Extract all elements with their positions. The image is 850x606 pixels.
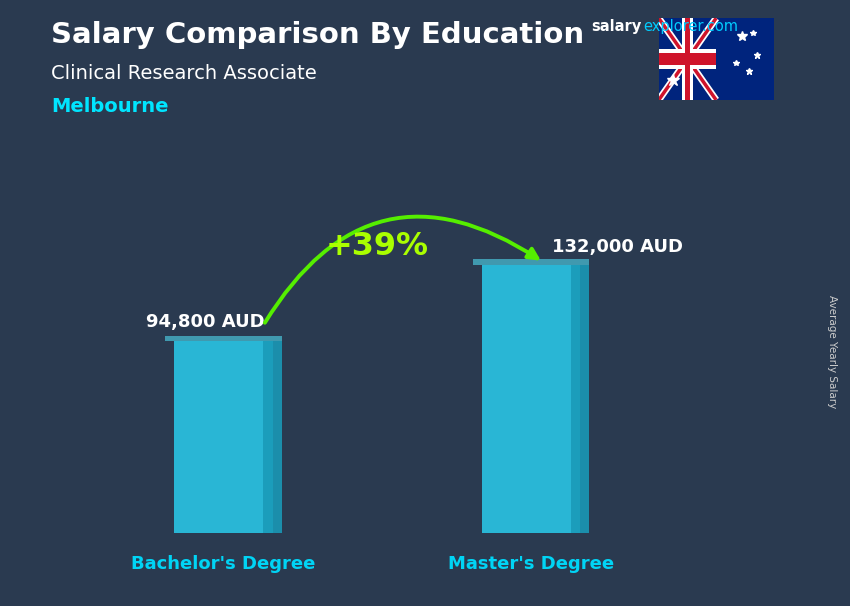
Text: Average Yearly Salary: Average Yearly Salary	[827, 295, 837, 408]
Bar	[571, 265, 590, 533]
Bar	[165, 336, 282, 341]
Bar	[482, 265, 581, 533]
Text: 132,000 AUD: 132,000 AUD	[552, 238, 683, 256]
Text: Melbourne: Melbourne	[51, 97, 168, 116]
Bar	[684, 18, 690, 100]
Text: 94,800 AUD: 94,800 AUD	[145, 313, 264, 331]
Text: explorer.com: explorer.com	[643, 19, 739, 35]
Text: Salary Comparison By Education: Salary Comparison By Education	[51, 21, 584, 49]
Bar	[659, 49, 716, 69]
Bar	[264, 341, 282, 533]
Text: salary: salary	[591, 19, 641, 35]
Bar	[659, 53, 716, 65]
Text: +39%: +39%	[326, 231, 428, 262]
Text: Bachelor's Degree: Bachelor's Degree	[131, 555, 315, 573]
Bar	[683, 18, 693, 100]
Text: Clinical Research Associate: Clinical Research Associate	[51, 64, 317, 82]
Text: Master's Degree: Master's Degree	[448, 555, 614, 573]
Bar	[473, 259, 590, 265]
Bar	[174, 341, 273, 533]
